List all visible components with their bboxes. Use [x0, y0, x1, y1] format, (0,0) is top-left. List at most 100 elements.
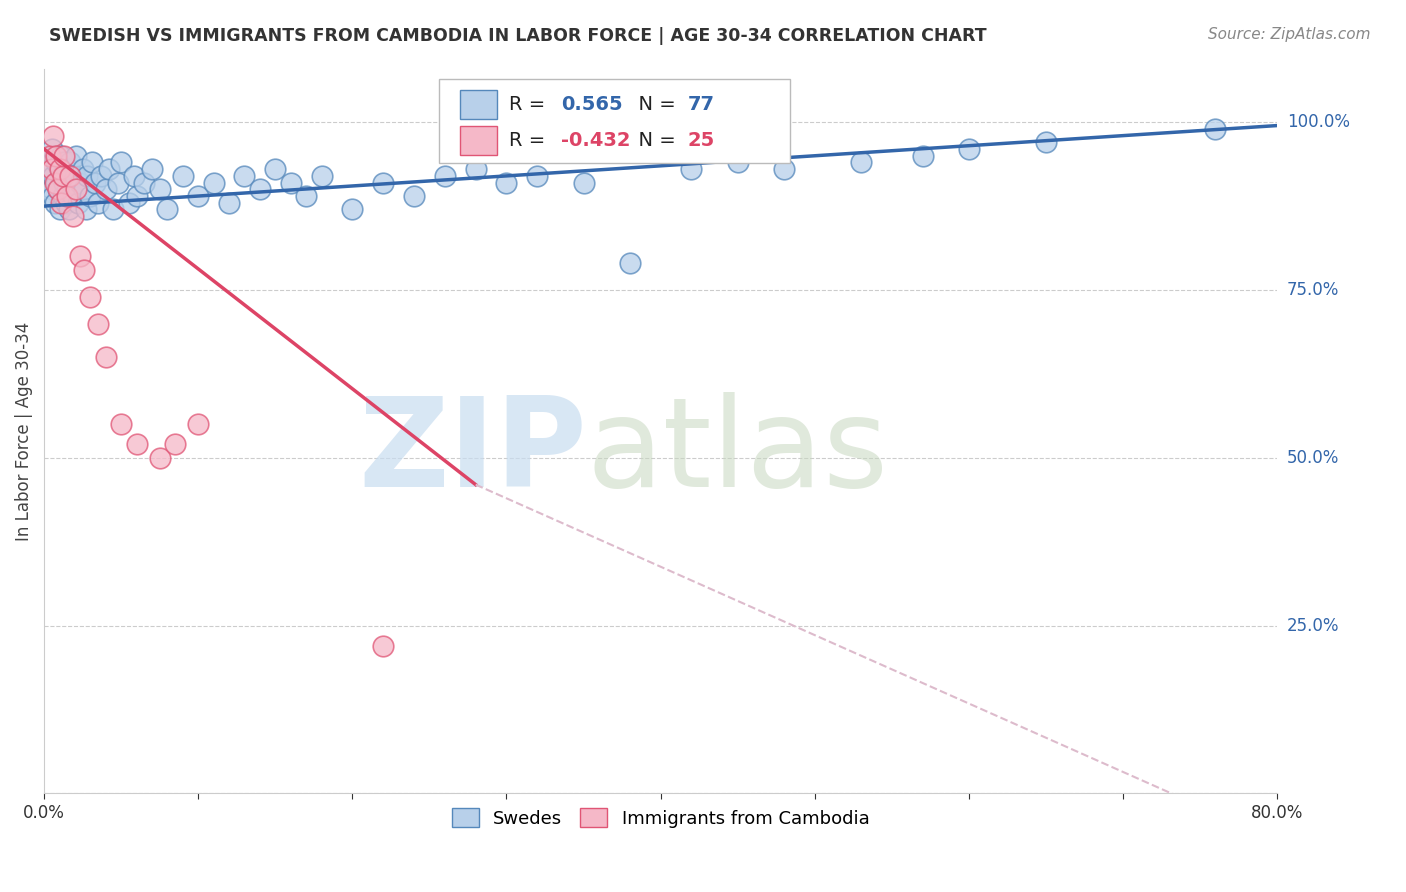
- Point: [187, 417, 209, 432]
- Text: Source: ZipAtlas.com: Source: ZipAtlas.com: [1208, 27, 1371, 42]
- Point: [97, 162, 120, 177]
- Point: [62, 209, 84, 223]
- Point: [62, 189, 84, 203]
- Point: [295, 189, 318, 203]
- Point: [41, 142, 63, 156]
- FancyBboxPatch shape: [439, 79, 790, 162]
- Point: [53, 149, 76, 163]
- Point: [46, 182, 69, 196]
- Point: [172, 169, 194, 183]
- Text: ZIP: ZIP: [359, 392, 586, 513]
- Point: [125, 437, 148, 451]
- Point: [1035, 136, 1057, 150]
- Point: [53, 176, 76, 190]
- Point: [156, 202, 179, 217]
- Point: [42, 169, 65, 183]
- Point: [495, 176, 517, 190]
- Point: [73, 263, 96, 277]
- Point: [187, 189, 209, 203]
- Point: [122, 169, 145, 183]
- Text: R =: R =: [509, 130, 551, 150]
- FancyBboxPatch shape: [460, 90, 496, 119]
- Point: [125, 189, 148, 203]
- Text: 0.565: 0.565: [561, 95, 623, 114]
- Text: SWEDISH VS IMMIGRANTS FROM CAMBODIA IN LABOR FORCE | AGE 30-34 CORRELATION CHART: SWEDISH VS IMMIGRANTS FROM CAMBODIA IN L…: [49, 27, 987, 45]
- Point: [59, 169, 82, 183]
- Text: 100.0%: 100.0%: [1286, 113, 1350, 131]
- Point: [87, 195, 110, 210]
- Point: [52, 169, 75, 183]
- Text: -0.432: -0.432: [561, 130, 630, 150]
- Point: [165, 437, 187, 451]
- Point: [80, 155, 103, 169]
- Legend: Swedes, Immigrants from Cambodia: Swedes, Immigrants from Cambodia: [444, 801, 877, 835]
- Point: [44, 149, 66, 163]
- Point: [911, 149, 934, 163]
- Point: [49, 169, 72, 183]
- Text: R =: R =: [509, 95, 551, 114]
- Point: [149, 182, 172, 196]
- Point: [58, 162, 80, 177]
- Point: [69, 176, 91, 190]
- Point: [90, 169, 112, 183]
- Point: [52, 189, 75, 203]
- Point: [572, 176, 595, 190]
- Text: N =: N =: [626, 95, 682, 114]
- Point: [141, 162, 163, 177]
- Point: [619, 256, 641, 270]
- Text: atlas: atlas: [586, 392, 889, 513]
- Text: 50.0%: 50.0%: [1286, 449, 1340, 467]
- Point: [55, 195, 77, 210]
- Point: [849, 155, 872, 169]
- Point: [59, 155, 82, 169]
- Point: [60, 176, 83, 190]
- Point: [45, 176, 67, 190]
- Point: [87, 317, 110, 331]
- Point: [433, 169, 456, 183]
- Point: [73, 182, 96, 196]
- Point: [264, 162, 287, 177]
- FancyBboxPatch shape: [460, 126, 496, 154]
- Point: [76, 169, 98, 183]
- Point: [134, 176, 156, 190]
- Point: [48, 202, 70, 217]
- Point: [149, 450, 172, 465]
- Point: [45, 149, 67, 163]
- Point: [957, 142, 980, 156]
- Point: [45, 155, 67, 169]
- Point: [110, 417, 132, 432]
- Y-axis label: In Labor Force | Age 30-34: In Labor Force | Age 30-34: [15, 321, 32, 541]
- Point: [373, 639, 395, 653]
- Point: [44, 176, 66, 190]
- Point: [44, 195, 66, 210]
- Point: [107, 176, 129, 190]
- Point: [41, 182, 63, 196]
- Point: [49, 149, 72, 163]
- Point: [65, 149, 87, 163]
- Point: [402, 189, 425, 203]
- Point: [110, 155, 132, 169]
- Text: 77: 77: [688, 95, 714, 114]
- Point: [65, 182, 87, 196]
- Point: [58, 202, 80, 217]
- Point: [84, 176, 107, 190]
- Point: [48, 162, 70, 177]
- Point: [42, 128, 65, 143]
- Point: [103, 202, 125, 217]
- Text: 25: 25: [688, 130, 716, 150]
- Point: [773, 162, 796, 177]
- Point: [280, 176, 302, 190]
- Point: [46, 182, 69, 196]
- Point: [249, 182, 271, 196]
- Point: [49, 195, 72, 210]
- Point: [69, 249, 91, 263]
- Text: 25.0%: 25.0%: [1286, 616, 1340, 634]
- Point: [39, 162, 62, 177]
- Point: [56, 189, 79, 203]
- Point: [218, 195, 240, 210]
- Point: [79, 290, 101, 304]
- Point: [66, 195, 89, 210]
- Point: [72, 162, 94, 177]
- Point: [233, 169, 256, 183]
- Point: [526, 169, 548, 183]
